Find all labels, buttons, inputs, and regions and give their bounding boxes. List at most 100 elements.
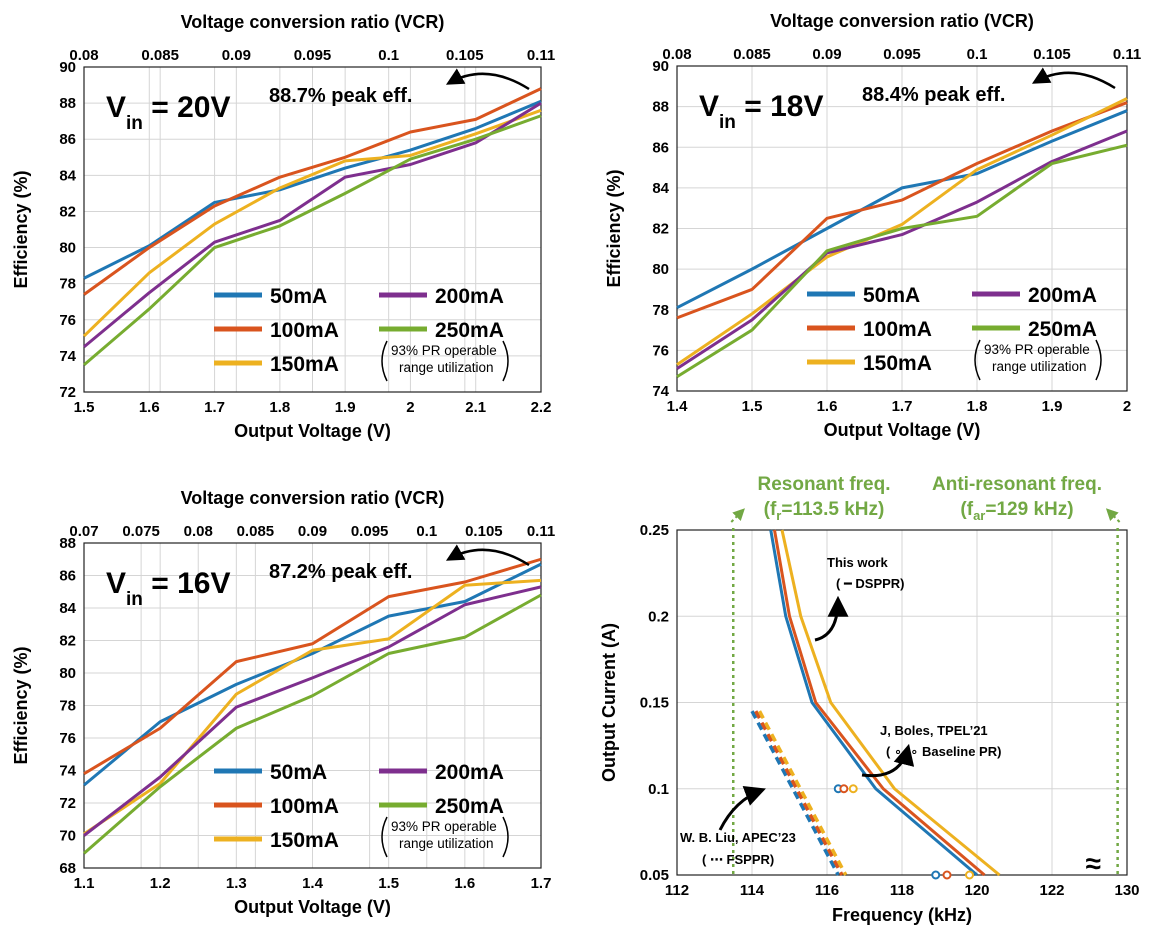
x-tick-label: 2 bbox=[406, 399, 414, 416]
y-tick-label: 86 bbox=[59, 131, 76, 148]
note-left-paren bbox=[381, 816, 388, 858]
y-tick-label: 78 bbox=[652, 302, 669, 319]
boles-arrow bbox=[861, 743, 915, 778]
y-axis-label: Output Current (A) bbox=[599, 623, 619, 782]
y-tick-label: 80 bbox=[59, 240, 76, 257]
top-tick-label: 0.075 bbox=[122, 523, 160, 540]
antiresonant-value: (far=129 kHz) bbox=[960, 499, 1073, 523]
top-tick-label: 0.1 bbox=[416, 523, 437, 540]
y-tick-label: 84 bbox=[59, 167, 76, 184]
liu-line-50mA bbox=[750, 710, 840, 876]
note-right-paren bbox=[1095, 339, 1102, 381]
y-tick-label: 0.2 bbox=[648, 608, 669, 625]
top-tick-label: 0.105 bbox=[465, 523, 503, 540]
y-tick-label: 74 bbox=[59, 348, 76, 365]
top-tick-label: 0.08 bbox=[662, 46, 691, 63]
liu-line-150mA bbox=[757, 710, 848, 876]
top-tick-label: 0.1 bbox=[378, 47, 399, 64]
y-tick-label: 84 bbox=[652, 180, 669, 197]
y-tick-label: 88 bbox=[59, 95, 76, 112]
note-line-2: range utilization bbox=[399, 360, 494, 375]
top-axis-label: Voltage conversion ratio (VCR) bbox=[181, 488, 445, 508]
peak-efficiency-label: 88.4% peak eff. bbox=[862, 84, 1005, 106]
y-tick-label: 76 bbox=[59, 312, 76, 329]
top-tick-label: 0.095 bbox=[883, 46, 921, 63]
note-right-paren bbox=[502, 816, 509, 858]
y-tick-label: 82 bbox=[652, 221, 669, 238]
x-tick-label: 1.2 bbox=[150, 875, 171, 892]
y-tick-label: 74 bbox=[652, 383, 669, 400]
peak-efficiency-label: 87.2% peak eff. bbox=[269, 561, 412, 583]
legend-label-250mA: 250mA bbox=[1028, 318, 1097, 341]
x-tick-label: 1.9 bbox=[1042, 398, 1063, 415]
liu-arrow bbox=[718, 785, 766, 831]
y-tick-label: 80 bbox=[59, 665, 76, 682]
top-tick-label: 0.085 bbox=[237, 523, 275, 540]
top-axis-label: Voltage conversion ratio (VCR) bbox=[770, 11, 1034, 31]
top-tick-label: 0.11 bbox=[527, 523, 555, 540]
plot-frame bbox=[676, 65, 1128, 392]
boles-label: J, Boles, TPEL’21 bbox=[880, 723, 988, 738]
note-line-2: range utilization bbox=[399, 836, 494, 851]
this-work-line-150mA bbox=[780, 529, 1001, 877]
y-axis-label: Efficiency (%) bbox=[604, 169, 624, 287]
vin-label: Vin = 16V bbox=[106, 567, 230, 610]
x-axis-label: Output Voltage (V) bbox=[824, 420, 981, 440]
note-line-2: range utilization bbox=[992, 359, 1087, 374]
y-axis-label: Efficiency (%) bbox=[11, 646, 31, 764]
y-tick-label: 76 bbox=[652, 342, 669, 359]
series-line-50mA bbox=[676, 109, 1128, 310]
series-line-50mA bbox=[83, 99, 542, 280]
series-line-250mA bbox=[676, 143, 1128, 379]
top-tick-label: 0.07 bbox=[69, 523, 98, 540]
series-line-100mA bbox=[83, 557, 542, 776]
y-tick-label: 88 bbox=[59, 535, 76, 552]
y-tick-label: 90 bbox=[59, 59, 76, 76]
legend-label-50mA: 50mA bbox=[270, 285, 327, 308]
x-axis-label: Output Voltage (V) bbox=[234, 421, 391, 441]
y-tick-label: 72 bbox=[59, 384, 76, 401]
series-line-150mA bbox=[83, 578, 542, 836]
top-tick-label: 0.1 bbox=[967, 46, 988, 63]
x-tick-label: 116 bbox=[815, 882, 839, 899]
x-tick-label: 122 bbox=[1039, 882, 1064, 899]
y-tick-label: 82 bbox=[59, 633, 76, 650]
chart-frequency: 112 114 116 118 120 122 130 0.05 0.1 0.15 0.2 0.25 F… bbox=[599, 474, 1140, 925]
top-tick-label: 0.09 bbox=[812, 46, 841, 63]
top-tick-label: 0.085 bbox=[141, 47, 179, 64]
top-tick-label: 0.085 bbox=[733, 46, 771, 63]
x-tick-label: 2 bbox=[1123, 398, 1131, 415]
series-line-150mA bbox=[676, 97, 1128, 366]
y-tick-label: 78 bbox=[59, 276, 76, 293]
peak-efficiency-label: 88.7% peak eff. bbox=[269, 85, 412, 107]
liu-label: W. B. Liu, APEC’23 bbox=[680, 830, 796, 845]
axis-break-symbol: ≈ bbox=[1086, 848, 1101, 879]
series-line-100mA bbox=[83, 87, 542, 296]
grid-lines bbox=[83, 542, 542, 869]
x-tick-label: 1.9 bbox=[335, 399, 356, 416]
resonant-value: (fr=113.5 kHz) bbox=[764, 499, 885, 523]
y-tick-label: 0.15 bbox=[640, 695, 669, 712]
series-line-200mA bbox=[83, 101, 542, 349]
peak-arrow bbox=[1031, 67, 1116, 90]
note-line-1: 93% PR operable bbox=[984, 342, 1090, 357]
resonant-arrow bbox=[730, 508, 745, 523]
series-line-250mA bbox=[83, 114, 542, 367]
y-tick-label: 86 bbox=[652, 139, 669, 156]
top-tick-label: 0.095 bbox=[351, 523, 389, 540]
series-line-250mA bbox=[83, 593, 542, 855]
liu-line-100mA bbox=[754, 710, 844, 876]
note-left-paren bbox=[381, 340, 388, 382]
legend-label-150mA: 150mA bbox=[270, 829, 339, 852]
x-axis-label: Frequency (kHz) bbox=[832, 905, 972, 925]
chart-vin18: 1.4 1.5 1.6 1.7 1.8 1.9 27476788082848688900.0… bbox=[604, 11, 1141, 440]
resonant-title: Resonant freq. bbox=[757, 474, 890, 495]
legend-label-250mA: 250mA bbox=[435, 795, 504, 818]
top-tick-label: 0.11 bbox=[1113, 46, 1141, 63]
legend-label-50mA: 50mA bbox=[863, 284, 920, 307]
x-tick-label: 1.5 bbox=[742, 398, 763, 415]
x-axis-label: Output Voltage (V) bbox=[234, 897, 391, 917]
legend-label-150mA: 150mA bbox=[270, 353, 339, 376]
